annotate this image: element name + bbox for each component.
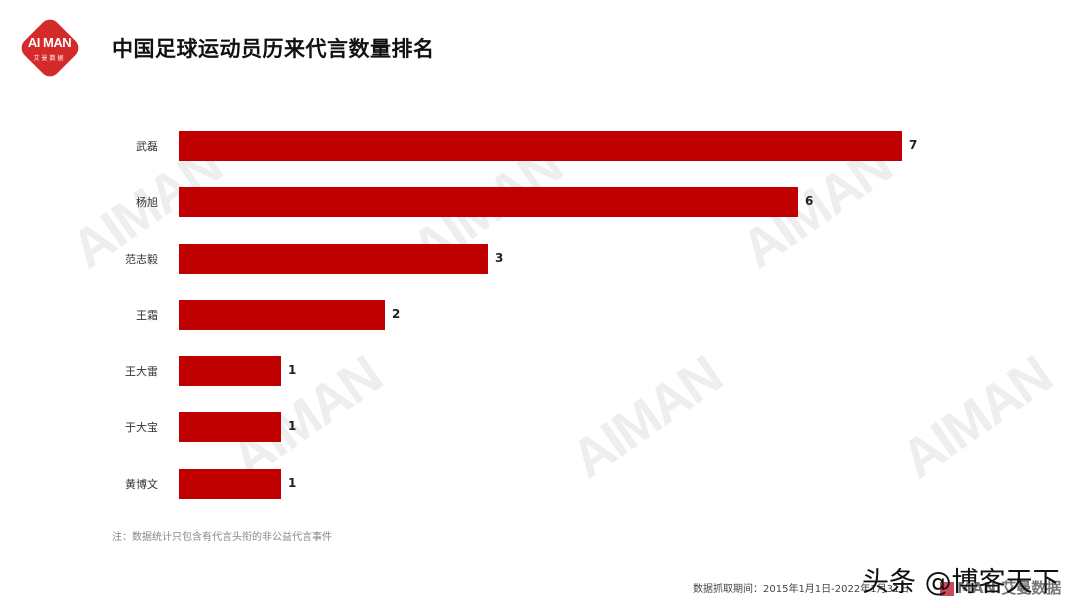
data-period: 数据抓取期间：2015年1月1日-2022年1月31日	[693, 584, 910, 595]
chart-row: 范志毅 3	[0, 244, 1080, 274]
value-label: 2	[392, 307, 401, 321]
value-label: 1	[288, 476, 297, 490]
value-label: 1	[288, 419, 297, 433]
bar	[179, 412, 281, 442]
chart-row: 王大雷 1	[0, 356, 1080, 386]
category-label: 王大雷	[125, 365, 158, 378]
value-label: 3	[495, 251, 504, 265]
bar	[179, 244, 488, 274]
brand-mark-icon	[940, 581, 954, 596]
chart-row: 黄博文 1	[0, 469, 1080, 499]
chart-row: 杨旭 6	[0, 187, 1080, 217]
bar	[179, 469, 281, 499]
value-label: 7	[909, 138, 918, 152]
footer-brand: MAN 艾曼数据	[940, 577, 1061, 598]
bar	[179, 131, 902, 161]
category-label: 王霜	[136, 309, 158, 322]
bar	[179, 356, 281, 386]
bar	[179, 300, 385, 330]
footnote: 注：数据统计只包含有代言头衔的非公益代言事件	[112, 532, 332, 543]
bar	[179, 187, 798, 217]
category-label: 范志毅	[125, 253, 158, 266]
logo-diamond-icon	[21, 19, 79, 77]
category-label: 黄博文	[125, 478, 158, 491]
page-title: 中国足球运动员历来代言数量排名	[112, 37, 435, 61]
logo-text: AI MAN	[27, 35, 72, 50]
logo-subtext: 艾曼数据	[33, 55, 66, 62]
category-label: 于大宝	[125, 421, 158, 434]
value-label: 6	[805, 194, 814, 208]
chart-row: 武磊 7	[0, 131, 1080, 161]
value-label: 1	[288, 363, 297, 377]
source-watermark: 头条 @博客天下	[862, 567, 1060, 598]
chart-row: 于大宝 1	[0, 412, 1080, 442]
chart-row: 王霜 2	[0, 300, 1080, 330]
category-label: 杨旭	[136, 196, 158, 209]
category-label: 武磊	[136, 140, 158, 153]
brand-logo: AI MAN 艾曼数据	[13, 13, 86, 83]
footer-brand-text: MAN 艾曼数据	[957, 579, 1062, 597]
